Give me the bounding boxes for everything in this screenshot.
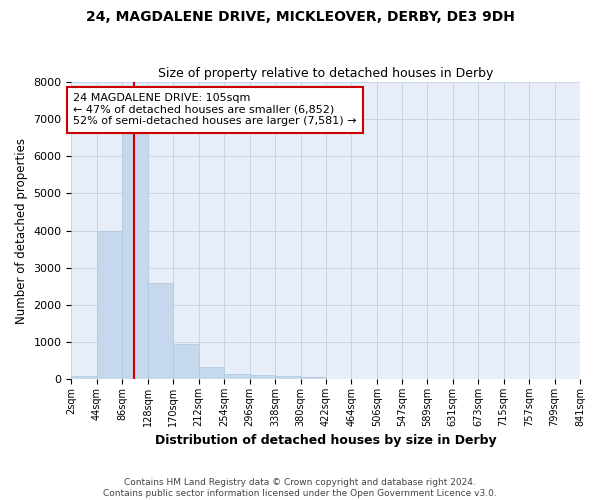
Bar — [250, 375, 275, 379]
Bar — [148, 282, 173, 379]
Bar — [199, 367, 224, 379]
Title: Size of property relative to detached houses in Derby: Size of property relative to detached ho… — [158, 66, 493, 80]
Text: 24 MAGDALENE DRIVE: 105sqm
← 47% of detached houses are smaller (6,852)
52% of s: 24 MAGDALENE DRIVE: 105sqm ← 47% of deta… — [73, 93, 357, 126]
Bar — [173, 344, 199, 379]
Text: Contains HM Land Registry data © Crown copyright and database right 2024.
Contai: Contains HM Land Registry data © Crown c… — [103, 478, 497, 498]
Bar — [97, 230, 122, 379]
Bar — [224, 374, 250, 379]
Bar — [71, 376, 97, 379]
Bar — [301, 377, 326, 379]
Text: 24, MAGDALENE DRIVE, MICKLEOVER, DERBY, DE3 9DH: 24, MAGDALENE DRIVE, MICKLEOVER, DERBY, … — [86, 10, 514, 24]
Bar — [275, 376, 301, 379]
Y-axis label: Number of detached properties: Number of detached properties — [15, 138, 28, 324]
X-axis label: Distribution of detached houses by size in Derby: Distribution of detached houses by size … — [155, 434, 497, 448]
Bar — [122, 134, 148, 379]
